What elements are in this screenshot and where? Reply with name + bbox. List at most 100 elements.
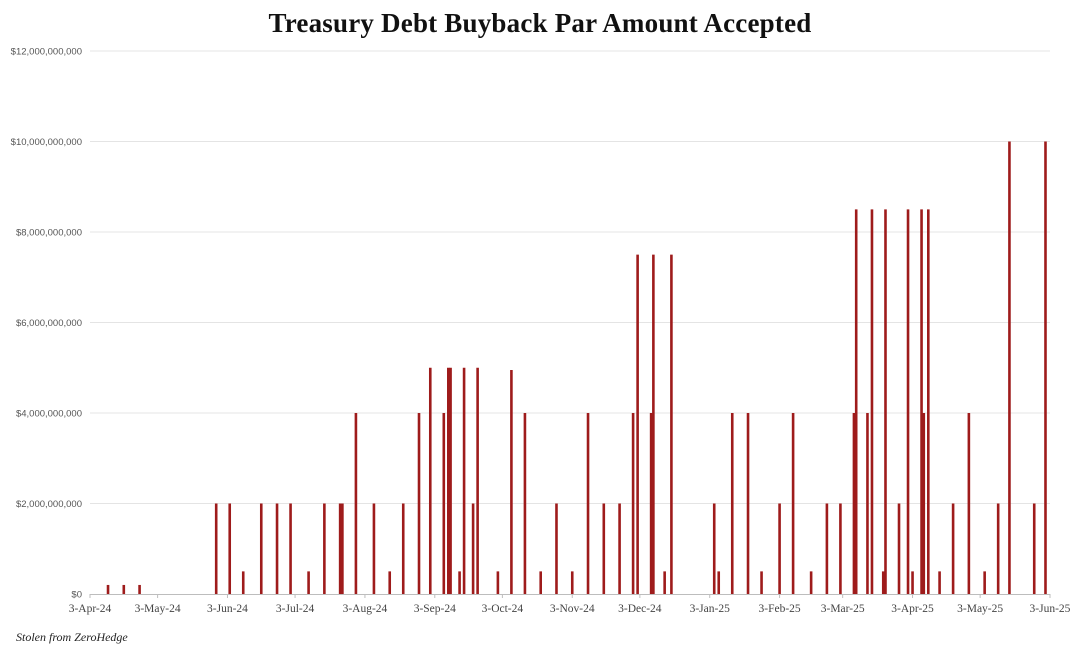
- bar: [663, 571, 666, 595]
- bar: [1008, 141, 1011, 594]
- x-tick-label: 3-Jul-24: [276, 603, 315, 615]
- bar: [938, 571, 941, 595]
- bar: [241, 571, 245, 595]
- bar: [338, 503, 342, 594]
- bar: [428, 367, 432, 594]
- bar: [927, 209, 930, 595]
- bar: [881, 571, 885, 595]
- bar: [712, 503, 716, 594]
- x-tick-label: 3-Sep-24: [414, 603, 456, 615]
- x-axis-ticks: 3-Apr-24 3-May-24 3-Jun-24 3-Jul-24 3-Aug-24…: [69, 594, 1071, 615]
- x-tick-label: 3-May-24: [135, 603, 181, 615]
- y-axis-ticks: $0 $2,000,000,000 $4,000,000,000 $6,000,000…: [11, 47, 82, 601]
- bar: [983, 571, 986, 595]
- bar: [897, 503, 901, 594]
- x-tick-label: 3-May-25: [957, 603, 1003, 615]
- bar: [852, 413, 856, 594]
- bar: [458, 571, 461, 595]
- bar: [138, 584, 141, 594]
- bar: [730, 413, 734, 594]
- bar: [401, 503, 405, 594]
- bar: [967, 413, 971, 594]
- bar: [354, 413, 358, 594]
- bar: [825, 503, 829, 594]
- source-credit: Stolen from ZeroHedge: [16, 630, 128, 644]
- bar: [417, 413, 421, 594]
- bar: [884, 209, 887, 595]
- bar: [586, 413, 590, 594]
- bar: [649, 413, 653, 594]
- bar: [289, 503, 292, 594]
- chart-title: Treasury Debt Buyback Par Amount Accepte…: [268, 8, 812, 38]
- bar: [228, 503, 232, 594]
- bar: [447, 367, 450, 594]
- x-tick-label: 3-Oct-24: [482, 603, 524, 615]
- gridlines: [90, 50, 1050, 504]
- bar: [496, 571, 500, 595]
- bar: [388, 571, 392, 595]
- x-tick-label: 3-Mar-25: [821, 603, 865, 615]
- bar: [996, 503, 1000, 594]
- y-tick-label: $8,000,000,000: [16, 228, 82, 239]
- y-tick-label: $4,000,000,000: [16, 409, 82, 420]
- x-tick-label: 3-Apr-24: [69, 603, 112, 615]
- bar: [442, 413, 446, 594]
- bar: [372, 503, 376, 594]
- bar: [1044, 141, 1047, 594]
- bar: [323, 503, 326, 594]
- bar: [866, 413, 869, 594]
- x-tick-label: 3-Dec-24: [618, 603, 662, 615]
- bar: [106, 584, 110, 594]
- x-tick-label: 3-Jun-25: [1030, 603, 1071, 615]
- bar: [791, 413, 795, 594]
- x-tick-label: 3-Nov-24: [550, 603, 595, 615]
- bar: [636, 254, 639, 595]
- x-tick-label: 3-Jan-25: [690, 603, 730, 615]
- bar: [809, 571, 813, 595]
- bar: [539, 571, 542, 595]
- bar: [122, 584, 126, 594]
- y-tick-label: $0: [71, 590, 82, 601]
- bar: [307, 571, 310, 595]
- bar: [1032, 503, 1036, 594]
- bar: [951, 503, 955, 594]
- bar: [602, 503, 606, 594]
- bar: [275, 503, 279, 594]
- x-tick-label: 3-Jun-24: [207, 603, 248, 615]
- bar: [449, 367, 452, 594]
- bar: [911, 571, 914, 595]
- x-tick-label: 3-Aug-24: [343, 603, 388, 615]
- bar: [259, 503, 263, 594]
- x-tick-label: 3-Feb-25: [758, 603, 800, 615]
- bar: [631, 413, 635, 594]
- bar: [854, 209, 858, 595]
- bar: [555, 503, 558, 594]
- bar: [462, 367, 466, 594]
- bar: [652, 254, 655, 595]
- bar: [746, 413, 750, 594]
- bars: [106, 141, 1047, 595]
- bar: [717, 571, 721, 595]
- y-tick-label: $12,000,000,000: [11, 47, 82, 58]
- bar: [870, 209, 874, 595]
- bar: [570, 571, 574, 595]
- y-tick-label: $2,000,000,000: [16, 499, 82, 510]
- bar: [778, 503, 781, 594]
- bar: [476, 367, 479, 594]
- y-tick-label: $10,000,000,000: [11, 137, 82, 148]
- bar: [760, 571, 763, 595]
- y-tick-label: $6,000,000,000: [16, 318, 82, 329]
- x-tick-label: 3-Apr-25: [891, 603, 934, 615]
- bar: [341, 503, 344, 594]
- bar: [471, 503, 475, 594]
- bar: [510, 370, 513, 594]
- bar: [523, 413, 527, 594]
- bar: [670, 254, 673, 595]
- bar: [920, 209, 923, 595]
- bar: [618, 503, 621, 594]
- bar: [214, 503, 218, 594]
- bar: [922, 413, 926, 594]
- bar: [906, 209, 910, 595]
- bar: [839, 503, 842, 594]
